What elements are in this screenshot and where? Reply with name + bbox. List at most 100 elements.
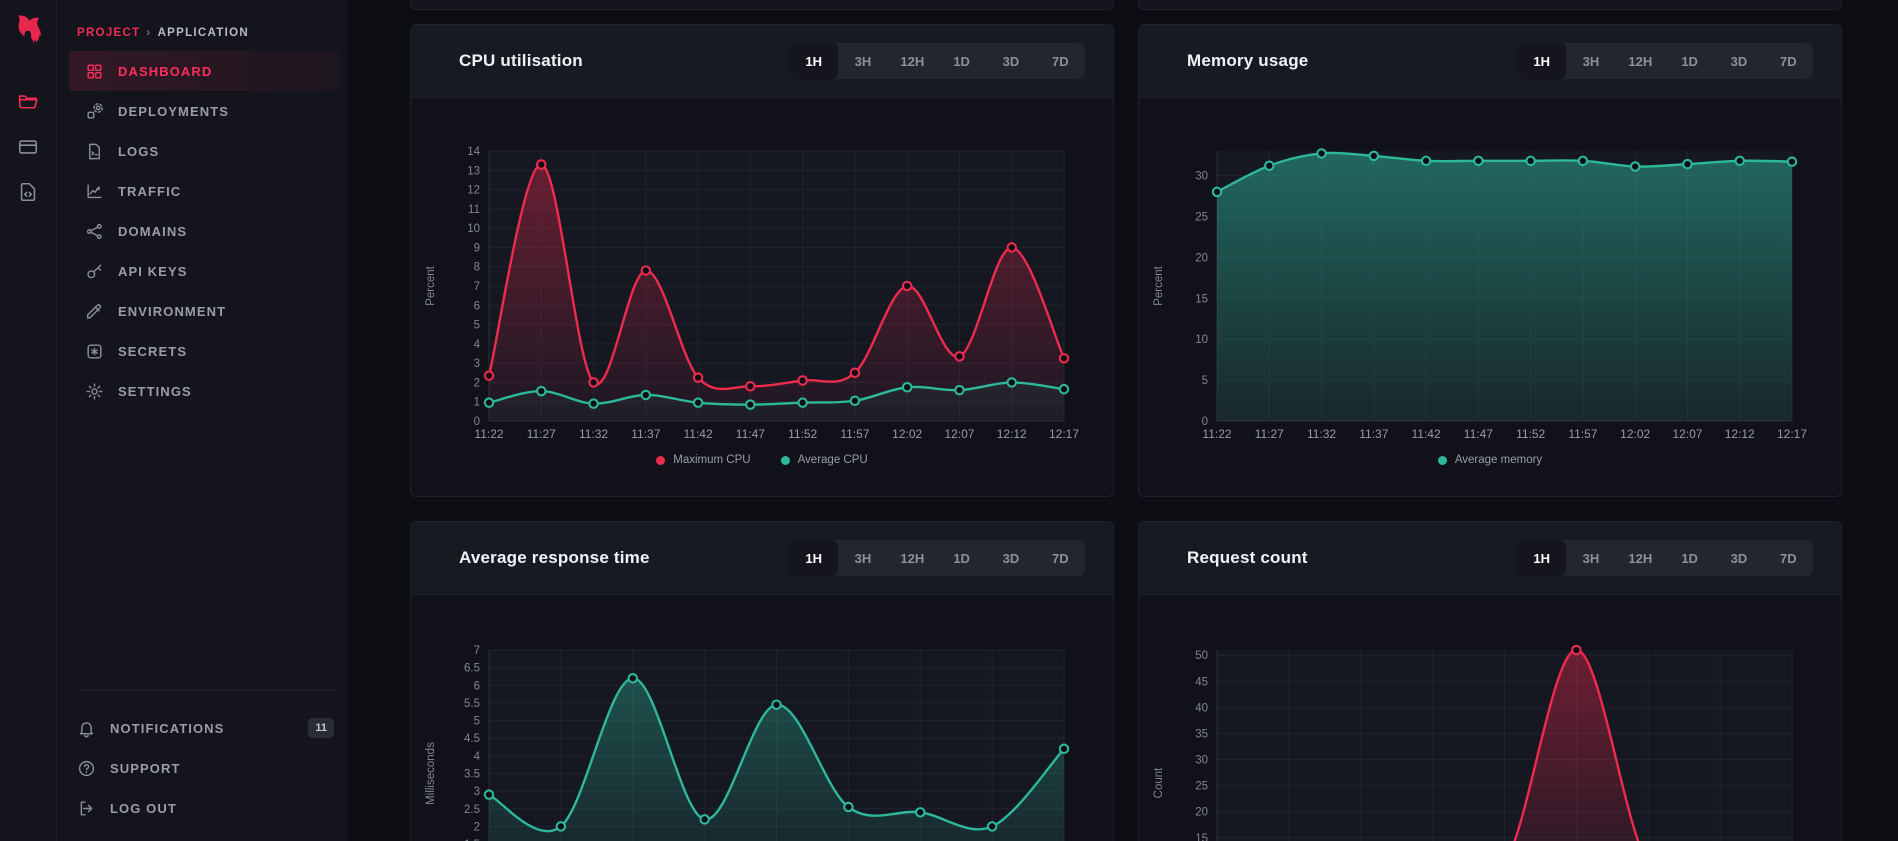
logout-label: LOG OUT [110, 800, 177, 816]
memory-chart: 0 5 10 15 20 25 30 11:22 11:27 11:32 11:37 11:42 11:… [1139, 135, 1841, 447]
sidebar-item-label: SECRETS [118, 343, 188, 359]
sidebar-item-label: DOMAINS [118, 223, 188, 239]
question-circle-icon [77, 759, 96, 778]
range-3d-button[interactable]: 3D [986, 43, 1035, 79]
traffic-icon [85, 182, 104, 201]
sidebar-item-label: API KEYS [118, 263, 188, 279]
svg-text:2: 2 [474, 377, 480, 389]
svg-text:11:37: 11:37 [631, 427, 660, 441]
gear-icon [85, 382, 104, 401]
svg-text:4: 4 [474, 339, 481, 351]
svg-text:11:47: 11:47 [736, 427, 765, 441]
range-1h-button[interactable]: 1H [789, 540, 839, 576]
range-12h-button[interactable]: 12H [888, 43, 937, 79]
pen-icon [85, 302, 104, 321]
range-3d-button[interactable]: 3D [1714, 540, 1763, 576]
nest-logo-icon[interactable] [11, 12, 45, 51]
range-3h-button[interactable]: 3H [1566, 540, 1615, 576]
nodes-icon [85, 222, 104, 241]
sidebar-item-settings[interactable]: SETTINGS [69, 371, 340, 411]
sidebar-item-secrets[interactable]: SECRETS [69, 331, 340, 371]
svg-text:12:02: 12:02 [892, 427, 922, 441]
range-1d-button[interactable]: 1D [1665, 540, 1714, 576]
credit-card-icon[interactable] [17, 136, 39, 158]
range-3d-button[interactable]: 3D [986, 540, 1035, 576]
range-7d-button[interactable]: 7D [1036, 540, 1085, 576]
range-7d-button[interactable]: 7D [1764, 43, 1813, 79]
range-7d-button[interactable]: 7D [1764, 540, 1813, 576]
svg-text:11:57: 11:57 [840, 427, 869, 441]
legend-item-average-memory[interactable]: Average memory [1437, 454, 1543, 466]
logout-item[interactable]: LOG OUT [77, 788, 338, 828]
svg-text:5: 5 [474, 716, 480, 728]
svg-text:8: 8 [474, 262, 480, 274]
sidebar-item-logs[interactable]: LOGS [69, 131, 340, 171]
range-1h-button[interactable]: 1H [1517, 540, 1567, 576]
legend-item-average-cpu[interactable]: Average CPU [780, 454, 868, 466]
range-1d-button[interactable]: 1D [1665, 43, 1714, 79]
sidebar-item-environment[interactable]: ENVIRONMENT [69, 291, 340, 331]
svg-text:4.5: 4.5 [464, 733, 480, 745]
svg-text:11:32: 11:32 [579, 427, 608, 441]
svg-text:12:17: 12:17 [1049, 427, 1079, 441]
svg-text:0: 0 [474, 416, 480, 428]
svg-text:11:32: 11:32 [1307, 427, 1336, 441]
cutoff-card-above-right [1138, 0, 1842, 10]
breadcrumb-project[interactable]: PROJECT [77, 27, 141, 39]
sidebar-item-api-keys[interactable]: API KEYS [69, 251, 340, 291]
card-header: CPU utilisation 1H 3H 12H 1D 3D 7D [411, 25, 1113, 98]
svg-text:0: 0 [1202, 416, 1208, 428]
card-header: Average response time 1H 3H 12H 1D 3D 7D [411, 522, 1113, 595]
cutoff-card-above-left [410, 0, 1114, 10]
range-1d-button[interactable]: 1D [937, 43, 986, 79]
range-12h-button[interactable]: 12H [1616, 540, 1665, 576]
asterisk-icon [85, 342, 104, 361]
svg-text:1: 1 [474, 397, 480, 409]
range-3d-button[interactable]: 3D [1714, 43, 1763, 79]
svg-text:11:42: 11:42 [684, 427, 713, 441]
sidebar-item-label: DEPLOYMENTS [118, 103, 230, 119]
notifications-label: NOTIFICATIONS [110, 720, 225, 736]
svg-text:5: 5 [474, 320, 480, 332]
range-3h-button[interactable]: 3H [1566, 43, 1615, 79]
sidebar-footer: NOTIFICATIONS 11 SUPPORT LOG OUT [77, 690, 338, 828]
notifications-item[interactable]: NOTIFICATIONS 11 [77, 708, 338, 748]
sidebar-item-label: DASHBOARD [118, 63, 213, 79]
sidebar-item-deployments[interactable]: DEPLOYMENTS [69, 91, 340, 131]
range-12h-button[interactable]: 12H [1616, 43, 1665, 79]
range-1h-button[interactable]: 1H [789, 43, 839, 79]
svg-text:12: 12 [467, 185, 480, 197]
support-item[interactable]: SUPPORT [77, 748, 338, 788]
range-1d-button[interactable]: 1D [937, 540, 986, 576]
svg-text:6: 6 [474, 300, 480, 312]
folder-icon[interactable] [17, 91, 39, 113]
svg-text:12:12: 12:12 [997, 427, 1027, 441]
legend-item-maximum-cpu[interactable]: Maximum CPU [656, 454, 751, 466]
breadcrumb-separator: › [146, 27, 152, 39]
sidebar-item-domains[interactable]: DOMAINS [69, 211, 340, 251]
memory-usage-card: Memory usage 1H 3H 12H 1D 3D 7D 0 5 10 15 20… [1138, 24, 1842, 497]
deploy-icon [85, 102, 104, 121]
sidebar: PROJECT › APPLICATION DASHBOARD DEPLOYMENT… [57, 0, 348, 841]
legend-label: Average memory [1454, 454, 1543, 466]
breadcrumb-application[interactable]: APPLICATION [157, 27, 249, 39]
range-12h-button[interactable]: 12H [888, 540, 937, 576]
bell-icon [77, 719, 96, 738]
range-3h-button[interactable]: 3H [838, 540, 887, 576]
svg-text:Milliseconds: Milliseconds [425, 742, 437, 805]
sidebar-item-dashboard[interactable]: DASHBOARD [69, 51, 340, 91]
breadcrumb: PROJECT › APPLICATION [77, 27, 249, 39]
card-title: CPU utilisation [459, 51, 583, 70]
card-title: Memory usage [1187, 51, 1309, 70]
sidebar-item-traffic[interactable]: TRAFFIC [69, 171, 340, 211]
notifications-badge: 11 [308, 718, 334, 738]
svg-text:12:07: 12:07 [944, 427, 974, 441]
range-7d-button[interactable]: 7D [1036, 43, 1085, 79]
svg-text:3: 3 [474, 358, 480, 370]
range-3h-button[interactable]: 3H [838, 43, 887, 79]
range-1h-button[interactable]: 1H [1517, 43, 1567, 79]
response-time-card: Average response time 1H 3H 12H 1D 3D 7D… [410, 521, 1114, 841]
file-export-icon[interactable] [17, 181, 39, 203]
